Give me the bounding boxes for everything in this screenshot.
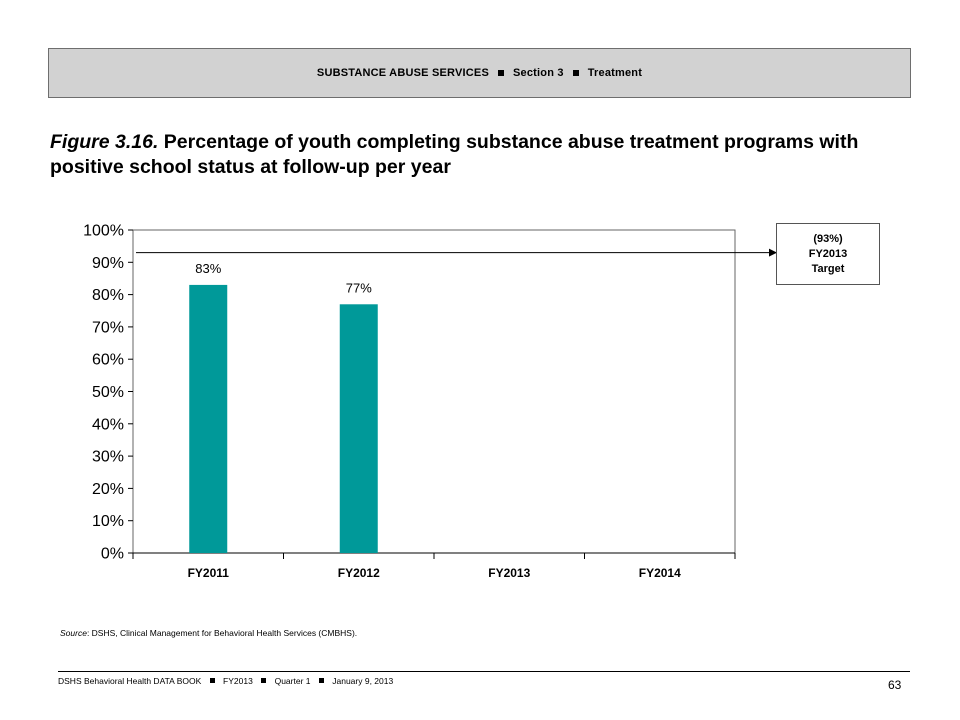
- y-tick-label: 60%: [92, 352, 124, 369]
- target-label: Target: [811, 262, 845, 275]
- source-note: Source: DSHS, Clinical Management for Be…: [60, 628, 357, 638]
- y-tick-label: 30%: [92, 449, 124, 466]
- y-tick-label: 70%: [92, 319, 124, 336]
- y-tick-label: 40%: [92, 416, 124, 433]
- section-header-banner: SUBSTANCE ABUSE SERVICES Section 3 Treat…: [48, 48, 911, 98]
- footer-separator-icon: [209, 678, 215, 683]
- data-label-FY2011: 83%: [195, 261, 221, 276]
- target-value: (93%): [813, 232, 843, 245]
- target-callout-box: (93%) FY2013 Target: [776, 223, 880, 285]
- y-tick-label: 0%: [101, 546, 124, 563]
- footer-separator-icon: [261, 678, 267, 683]
- header-separator-icon: [497, 70, 504, 76]
- y-tick-label: 90%: [92, 255, 124, 272]
- footer-quarter: Quarter 1: [274, 676, 311, 686]
- x-tick-label: FY2013: [488, 566, 530, 580]
- bar-FY2011: [189, 284, 228, 553]
- y-tick-label: 100%: [83, 223, 124, 240]
- header-section-topic: Treatment: [587, 67, 643, 79]
- figure-label: Figure 3.16.: [50, 131, 159, 153]
- header-section-name: SUBSTANCE ABUSE SERVICES: [316, 67, 489, 79]
- source-label: Source: [60, 628, 87, 638]
- page-number: 63: [888, 678, 902, 692]
- header-separator-icon: [572, 70, 579, 76]
- figure-title: Figure 3.16. Percentage of youth complet…: [50, 130, 920, 180]
- bar-FY2012: [339, 304, 378, 553]
- y-tick-label: 10%: [92, 513, 124, 530]
- target-year: FY2013: [808, 247, 848, 260]
- y-tick-label: 80%: [92, 287, 124, 304]
- footer-fiscal-year: FY2013: [223, 676, 253, 686]
- source-text: : DSHS, Clinical Management for Behavior…: [86, 628, 358, 638]
- x-tick-label: FY2011: [188, 566, 230, 580]
- data-label-FY2012: 77%: [346, 280, 372, 295]
- header-section-number: Section 3: [512, 67, 564, 79]
- footer: DSHS Behavioral Health DATA BOOK FY2013 …: [58, 676, 393, 686]
- y-tick-label: 20%: [92, 481, 124, 498]
- x-tick-label: FY2012: [338, 566, 380, 580]
- x-tick-label: FY2014: [639, 566, 681, 580]
- footer-divider: [58, 671, 910, 672]
- figure-title-text: Percentage of youth completing substance…: [50, 131, 859, 178]
- y-tick-label: 50%: [92, 384, 124, 401]
- footer-book-title: DSHS Behavioral Health DATA BOOK: [58, 676, 202, 686]
- footer-separator-icon: [318, 678, 324, 683]
- footer-date: January 9, 2013: [332, 676, 394, 686]
